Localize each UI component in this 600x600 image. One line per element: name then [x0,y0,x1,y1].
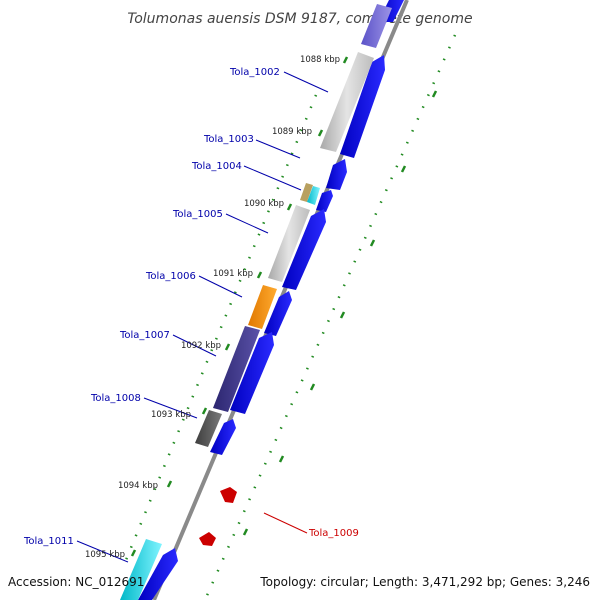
gene-label-tola-1002[interactable]: Tola_1002 [229,67,280,78]
topology-text: Topology: circular; Length: 3,471,292 bp… [259,575,590,589]
gene-block-gray-1002 [320,52,374,152]
scale-label: 1092 kbp [181,341,221,351]
gene-label-tola-1006[interactable]: Tola_1006 [145,271,196,282]
major-ticks-outer [242,90,438,536]
gene-arrow-1002-block [340,55,385,158]
gene-blocks [120,4,392,600]
leader-lines [76,71,329,563]
gene-block-olive-1004 [300,183,313,202]
gene-arrow-tola-1009-a [220,487,237,503]
gene-label-tola-1004[interactable]: Tola_1004 [191,161,242,172]
scale-label: 1091 kbp [213,269,253,279]
gene-block-orange-1006 [248,285,277,329]
gene-arrow-1005-block [282,209,326,290]
accession-text: Accession: NC_012691 [8,575,144,589]
gene-label-tola-1009[interactable]: Tola_1009 [308,528,359,539]
gene-label-tola-1003[interactable]: Tola_1003 [203,134,254,145]
gene-block-dpurple-1007 [213,326,260,412]
gene-block-purple-top [361,4,392,48]
gene-arrow-1007-block [230,332,274,414]
gene-label-tola-1005[interactable]: Tola_1005 [172,209,223,220]
scale-label: 1094 kbp [118,481,158,491]
gene-label-tola-1007[interactable]: Tola_1007 [119,330,170,341]
gene-arrow-1008-block [210,419,236,455]
outer-scale-ticks [203,34,457,600]
scale-labels: 1088 kbp 1089 kbp 1090 kbp 1091 kbp 1092… [85,55,340,560]
gene-arrow-1006-block [264,291,292,336]
inner-scale-ticks [124,94,318,561]
gene-arrow-tola-1009-b [199,532,216,546]
gene-label-tola-1011[interactable]: Tola_1011 [23,536,74,547]
gene-block-cyan-1011 [120,539,162,600]
gene-block-gray-1005 [268,205,310,282]
scale-label: 1089 kbp [272,127,312,137]
map-title: Tolumonas auensis DSM 9187, complete gen… [127,11,472,27]
major-ticks-inner [130,56,349,557]
scale-label: 1088 kbp [300,55,340,65]
scale-label: 1095 kbp [85,550,125,560]
gene-arrow-1011-block [138,548,178,600]
gene-arrow-1003-block [326,159,347,190]
reverse-genes [199,487,237,546]
gene-arrow-1004-block [316,190,333,212]
gene-block-cyan-1004 [307,186,320,205]
forward-genes [138,0,404,600]
scale-label: 1093 kbp [151,410,191,420]
scale-label: 1090 kbp [244,199,284,209]
gene-block-dgray-1008 [195,410,222,447]
gene-labels: Tola_1002 Tola_1003 Tola_1004 Tola_1005 … [23,67,359,547]
gene-label-tola-1008[interactable]: Tola_1008 [90,393,141,404]
